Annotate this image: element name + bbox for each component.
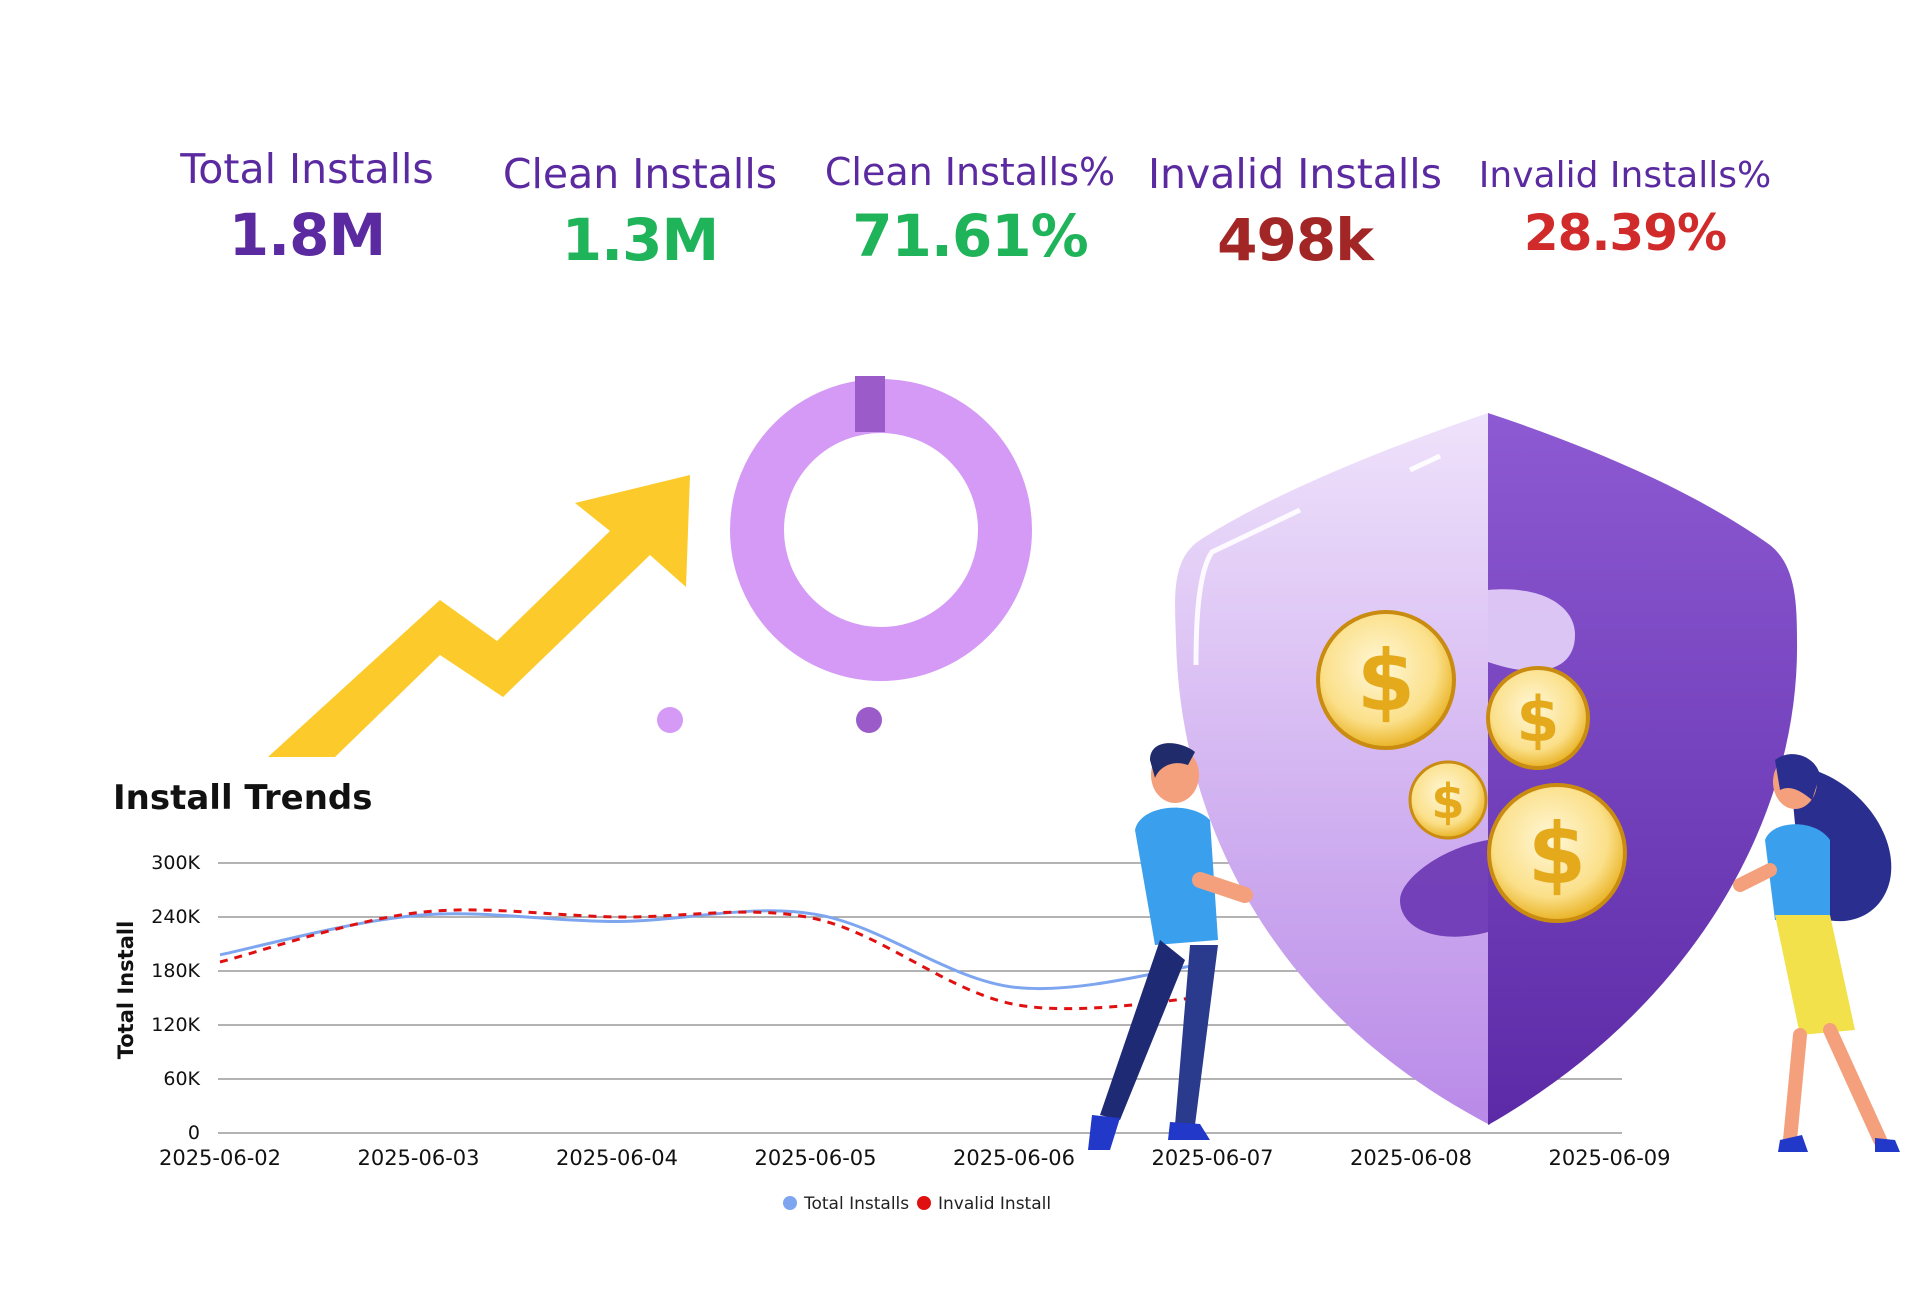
donut-ring xyxy=(730,379,1032,681)
y-tick-label: 0 xyxy=(188,1122,200,1144)
shield-icon xyxy=(1175,413,1798,1125)
kpi-invalid-installs: Invalid Installs 498k xyxy=(1130,150,1460,274)
svg-text:$: $ xyxy=(1431,774,1464,830)
dollar-coin-icon: $ xyxy=(1408,760,1488,840)
legend-label: Total Installs xyxy=(803,1194,909,1214)
growth-arrow-icon xyxy=(268,475,690,757)
svg-text:$: $ xyxy=(1357,632,1415,730)
donut-legend-dot-clean xyxy=(657,707,683,733)
kpi-value: 1.8M xyxy=(228,201,386,269)
x-tick-label: 2025-06-09 xyxy=(1548,1146,1670,1170)
kpi-clean-installs-percent: Clean Installs% 71.61% xyxy=(805,150,1135,270)
legend-label: Invalid Install xyxy=(938,1194,1051,1214)
x-tick-label: 2025-06-02 xyxy=(159,1146,281,1170)
kpi-value: 28.39% xyxy=(1523,204,1727,262)
svg-text:$: $ xyxy=(1516,683,1559,756)
kpi-label: Invalid Installs xyxy=(1147,150,1443,198)
kpi-label: Clean Installs% xyxy=(824,150,1116,194)
x-tick-label: 2025-06-04 xyxy=(556,1146,678,1170)
series-line-invalid-install xyxy=(219,908,1213,1011)
man-figure-icon xyxy=(1088,743,1253,1150)
donut-legend-dot-invalid xyxy=(856,707,882,733)
kpi-label: Total Installs xyxy=(180,145,434,193)
dollar-coin-icon: $ xyxy=(1486,666,1590,770)
legend-marker xyxy=(917,1196,931,1210)
kpi-invalid-installs-percent: Invalid Installs% 28.39% xyxy=(1460,155,1790,262)
y-tick-label: 180K xyxy=(151,960,200,982)
legend-marker xyxy=(783,1196,797,1210)
x-tick-label: 2025-06-03 xyxy=(357,1146,479,1170)
donut-slice xyxy=(855,376,885,432)
chart-legend: Total Installs Invalid Install xyxy=(783,1194,1051,1214)
y-axis-label: Total Install xyxy=(114,921,138,1060)
kpi-label: Clean Installs xyxy=(502,150,778,198)
y-tick-label: 120K xyxy=(151,1014,200,1036)
dollar-coin-icon: $ xyxy=(1316,610,1456,750)
kpi-value: 1.3M xyxy=(561,206,719,274)
y-tick-label: 300K xyxy=(151,852,200,874)
x-tick-label: 2025-06-06 xyxy=(953,1146,1075,1170)
x-tick-label: 2025-06-05 xyxy=(754,1146,876,1170)
kpi-label: Invalid Installs% xyxy=(1478,155,1772,196)
line-chart: 0 60K 120K 180K 240K 300K 2025-06-02 2025-06-03… xyxy=(151,852,1670,1170)
donut-chart xyxy=(657,376,1032,733)
kpi-total-installs: Total Installs 1.8M xyxy=(142,145,472,269)
y-tick-label: 60K xyxy=(163,1068,200,1090)
svg-text:$: $ xyxy=(1528,805,1586,903)
chart-title: Install Trends xyxy=(113,778,373,818)
woman-figure-icon xyxy=(1733,754,1900,1152)
kpi-value: 71.61% xyxy=(852,202,1089,270)
kpi-clean-installs: Clean Installs 1.3M xyxy=(475,150,805,274)
y-tick-label: 240K xyxy=(151,906,200,928)
dollar-coin-icon: $ xyxy=(1487,783,1627,923)
kpi-value: 498k xyxy=(1217,206,1374,274)
x-tick-label: 2025-06-07 xyxy=(1151,1146,1273,1170)
x-tick-label: 2025-06-08 xyxy=(1350,1146,1472,1170)
